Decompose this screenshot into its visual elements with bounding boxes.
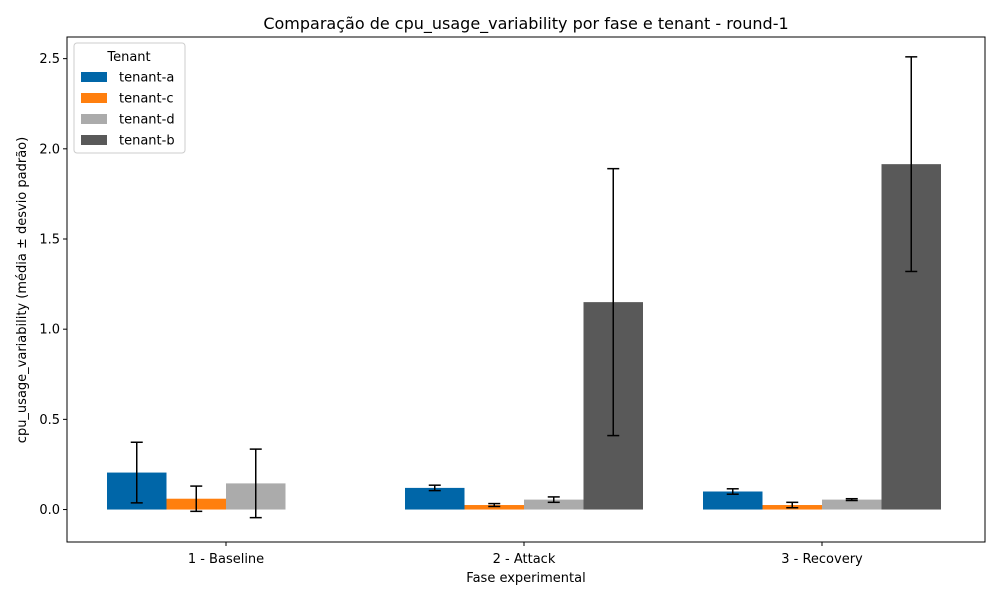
y-tick-label: 0.0 <box>39 503 60 518</box>
bar-tenant-a <box>703 491 763 510</box>
plot-area <box>107 56 941 519</box>
error-bar-tenant-a <box>726 488 739 495</box>
error-bar-tenant-d <box>249 448 262 519</box>
error-bar-tenant-d <box>845 497 858 502</box>
chart-title: Comparação de cpu_usage_variability por … <box>263 14 788 34</box>
error-bar-tenant-c <box>190 485 203 513</box>
legend-box <box>73 42 186 154</box>
bar-tenant-c <box>464 505 524 510</box>
legend-title: Tenant <box>106 50 150 65</box>
error-bar-tenant-a <box>130 441 143 504</box>
legend-swatch-tenant-b <box>81 135 107 145</box>
legend-label-tenant-d: tenant-d <box>119 113 175 128</box>
x-axis-label: Fase experimental <box>466 571 585 586</box>
error-bar-tenant-b <box>905 56 918 273</box>
legend-swatch-tenant-a <box>81 72 107 82</box>
x-tick-label: 2 - Attack <box>493 552 556 567</box>
y-axis: 0.0 0.5 1.0 1.5 2.0 2.5 <box>39 52 67 518</box>
bar-tenant-a <box>405 487 465 510</box>
y-tick-label: 1.5 <box>39 233 60 248</box>
error-bar-tenant-b <box>607 167 620 437</box>
legend-swatch-tenant-d <box>81 114 107 124</box>
legend-swatch-tenant-c <box>81 93 107 103</box>
y-tick-label: 2.0 <box>39 142 60 157</box>
error-bar-tenant-c <box>488 502 501 508</box>
x-axis: 1 - Baseline 2 - Attack 3 - Recovery <box>188 542 863 567</box>
y-tick-label: 1.0 <box>39 323 60 338</box>
error-bar-tenant-d <box>547 496 560 504</box>
y-tick-label: 0.5 <box>39 413 60 428</box>
legend: Tenant tenant-a tenant-c tenant-d tenant-b <box>73 42 186 154</box>
x-tick-label: 1 - Baseline <box>188 552 264 567</box>
error-bar-tenant-a <box>428 484 441 492</box>
legend-label-tenant-a: tenant-a <box>119 71 174 86</box>
y-axis-label: cpu_usage_variability (média ± desvio pa… <box>15 137 30 443</box>
x-tick-label: 3 - Recovery <box>781 552 863 567</box>
bar-tenant-d <box>524 499 584 510</box>
legend-label-tenant-b: tenant-b <box>119 134 175 149</box>
error-bar-tenant-c <box>786 501 799 509</box>
axes-frame <box>66 36 986 543</box>
bar-tenant-d <box>822 499 882 510</box>
y-tick-label: 2.5 <box>39 52 60 67</box>
legend-label-tenant-c: tenant-c <box>119 92 173 107</box>
